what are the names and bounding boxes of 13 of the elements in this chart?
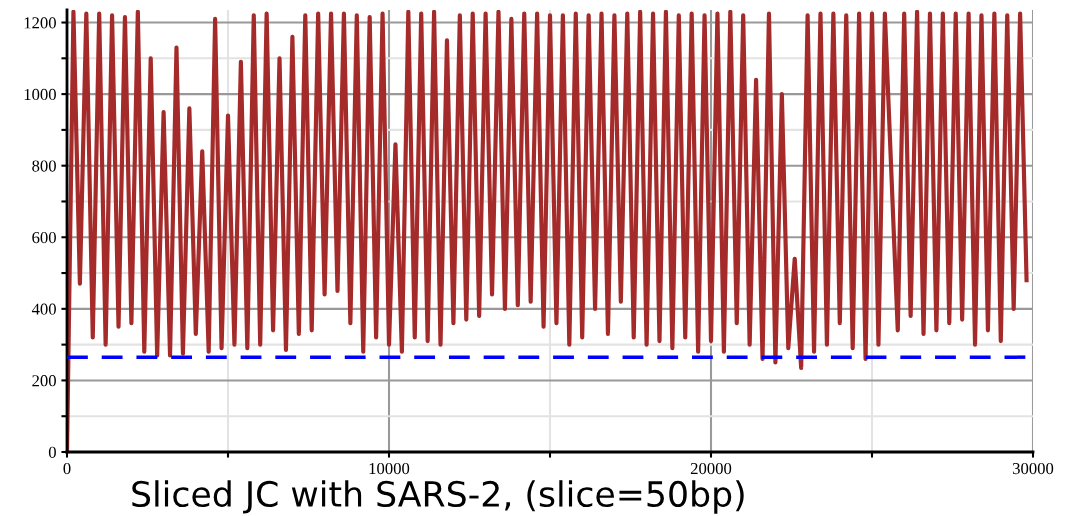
- x-tick-label: 0: [63, 462, 71, 475]
- y-tick-label: 0: [48, 446, 56, 458]
- y-tick-label: 200: [32, 375, 56, 387]
- x-tick-label: 10000: [369, 462, 410, 475]
- y-tick-label: 800: [32, 160, 56, 172]
- x-tick-label: 30000: [1012, 462, 1054, 475]
- text: Sliced JC with SARS-2, (slice=50bp): [132, 480, 744, 514]
- y-tick-label: 400: [31, 303, 56, 315]
- y-tick-label: 1000: [24, 88, 56, 101]
- x-tick-label: 20000: [690, 462, 732, 475]
- y-tick-label: 600: [32, 231, 56, 244]
- line-series: [67, 10, 1029, 452]
- y-tick-label: 1200: [24, 17, 56, 29]
